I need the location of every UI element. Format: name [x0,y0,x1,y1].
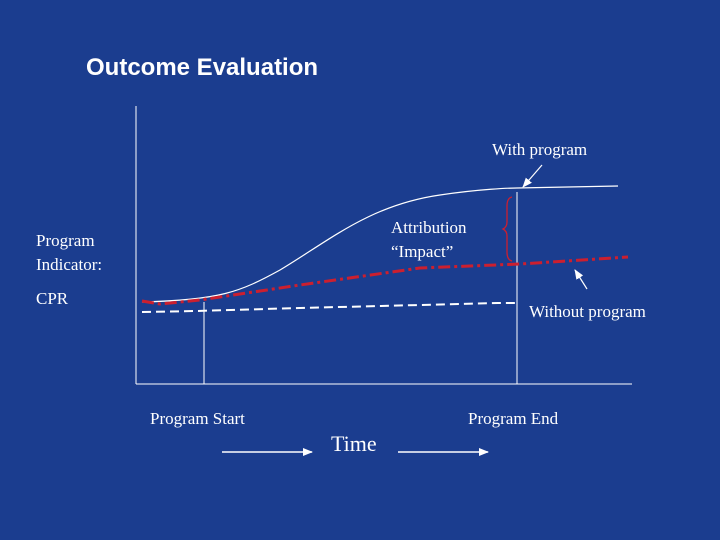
slide-title: Outcome Evaluation [86,54,319,81]
impact-label: “Impact” [391,242,454,261]
with-program-curve [141,185,619,303]
without-program-arrow [574,269,588,290]
program-end-label: Program End [468,409,559,428]
time-label: Time [331,431,377,456]
program-start-label: Program Start [150,409,245,428]
with-program-label: With program [492,140,588,159]
y-axis-label-line2: Indicator: [36,255,103,274]
without-program-line [141,302,517,313]
trend-line [141,255,629,306]
with-program-arrow [522,164,543,188]
attribution-label: Attribution [391,218,467,237]
y-axis-label-line1: Program [36,231,95,250]
without-program-label: Without program [529,302,646,321]
y-axis-indicator-label: CPR [36,289,69,308]
attribution-bracket [501,196,513,262]
